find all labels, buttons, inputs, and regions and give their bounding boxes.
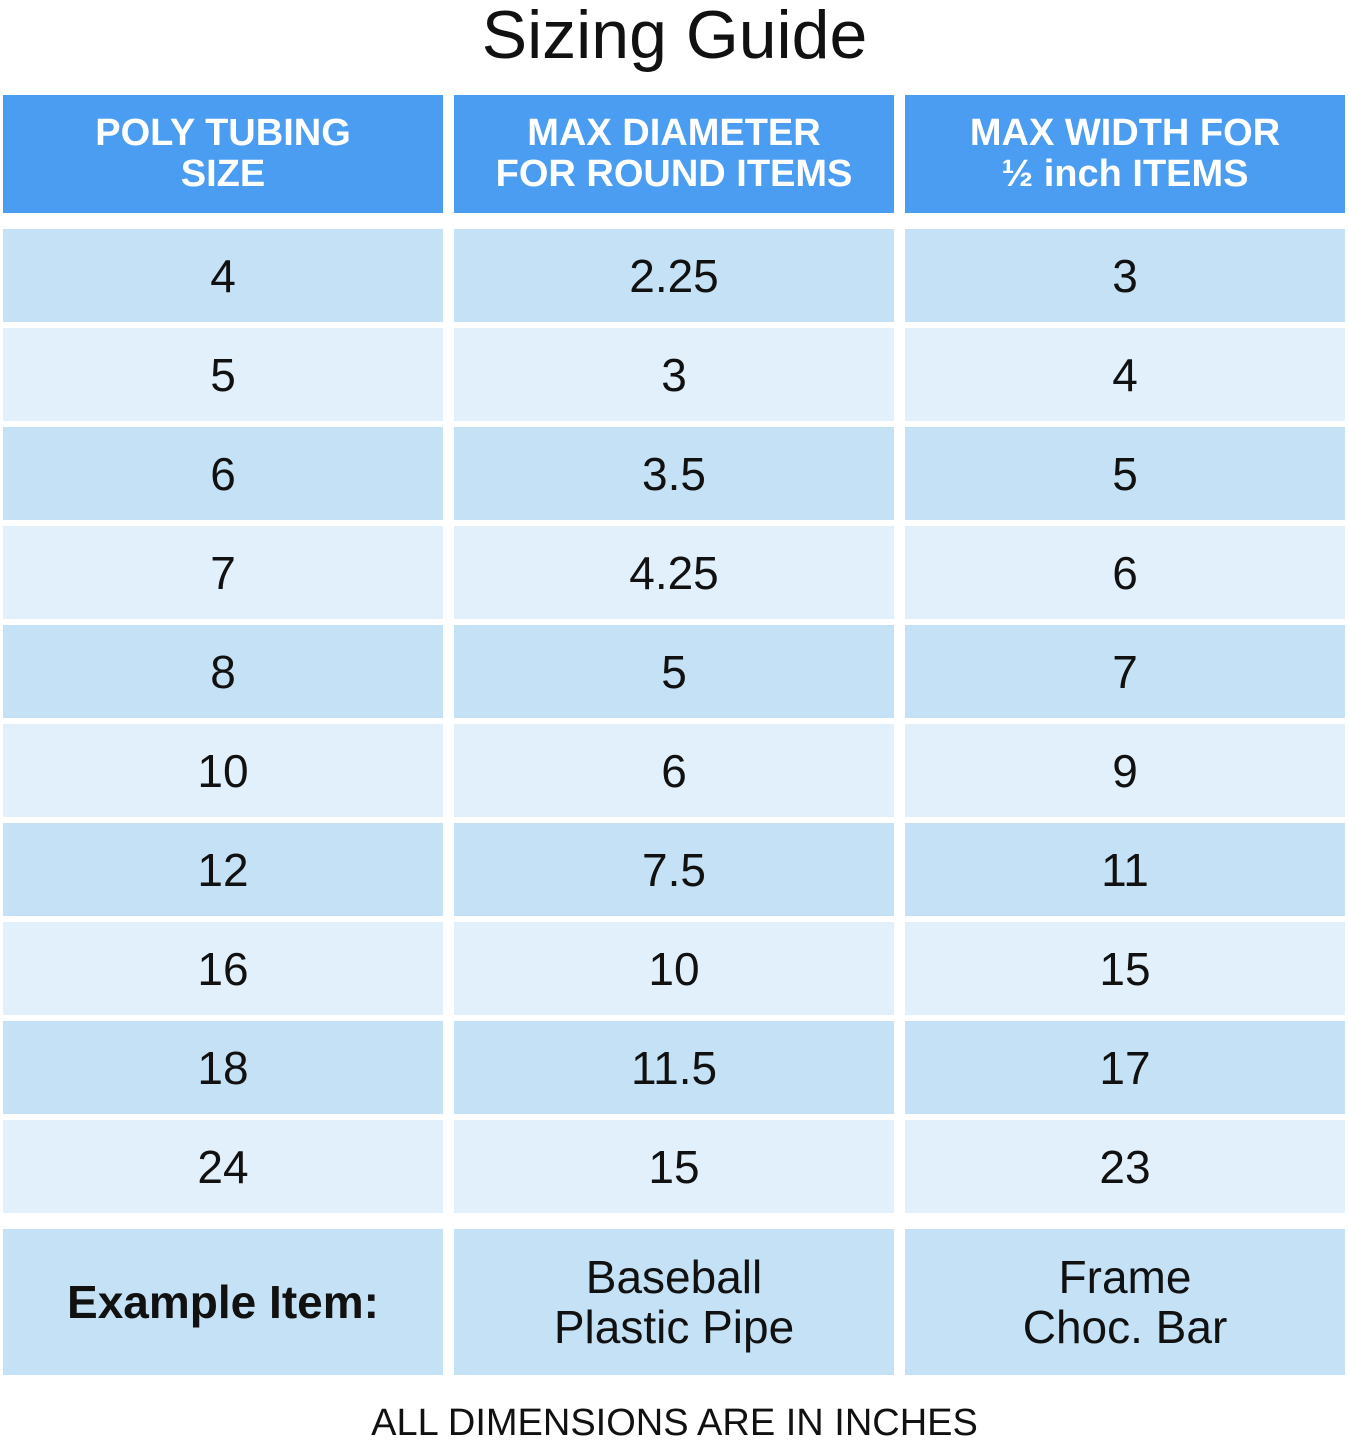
table-cell: 3.5: [454, 427, 894, 520]
header-tubing-size: POLY TUBING SIZE: [3, 95, 443, 213]
table-cell: 5: [3, 328, 443, 421]
column-max-diameter: MAX DIAMETER FOR ROUND ITEMS 2.25 3 3.5 …: [454, 95, 894, 1375]
page-title: Sizing Guide: [481, 0, 868, 73]
table-cell: 24: [3, 1120, 443, 1213]
table-cell: 6: [3, 427, 443, 520]
table-cell: 7: [3, 526, 443, 619]
table-cell: 7.5: [454, 823, 894, 916]
table-cell: 23: [905, 1120, 1345, 1213]
units-note: ALL DIMENSIONS ARE IN INCHES: [371, 1402, 978, 1444]
table-cell: 11.5: [454, 1021, 894, 1114]
table-cell: 16: [3, 922, 443, 1015]
example-round-items: Baseball Plastic Pipe: [454, 1229, 894, 1375]
table-cell: 8: [3, 625, 443, 718]
column-tubing-size: POLY TUBING SIZE 4 5 6 7 8 10 12 16 18 2…: [3, 95, 443, 1375]
table-cell: 7: [905, 625, 1345, 718]
table-cell: 15: [905, 922, 1345, 1015]
table-cell: 6: [454, 724, 894, 817]
column-max-width: MAX WIDTH FOR ½ inch ITEMS 3 4 5 6 7 9 1…: [905, 95, 1345, 1375]
table-cell: 18: [3, 1021, 443, 1114]
table-cell: 6: [905, 526, 1345, 619]
table-cell: 11: [905, 823, 1345, 916]
example-flat-items: Frame Choc. Bar: [905, 1229, 1345, 1375]
example-label: Example Item:: [3, 1229, 443, 1375]
table-cell: 5: [454, 625, 894, 718]
table-cell: 4: [905, 328, 1345, 421]
table-cell: 12: [3, 823, 443, 916]
table-cell: 10: [454, 922, 894, 1015]
table-cell: 2.25: [454, 229, 894, 322]
table-cell: 3: [905, 229, 1345, 322]
table-cell: 5: [905, 427, 1345, 520]
table-cell: 17: [905, 1021, 1345, 1114]
table-cell: 9: [905, 724, 1345, 817]
table-cell: 3: [454, 328, 894, 421]
table-cell: 4.25: [454, 526, 894, 619]
header-max-diameter: MAX DIAMETER FOR ROUND ITEMS: [454, 95, 894, 213]
table-cell: 4: [3, 229, 443, 322]
header-max-width: MAX WIDTH FOR ½ inch ITEMS: [905, 95, 1345, 213]
table-cell: 15: [454, 1120, 894, 1213]
table-cell: 10: [3, 724, 443, 817]
sizing-table: POLY TUBING SIZE 4 5 6 7 8 10 12 16 18 2…: [3, 95, 1346, 1375]
